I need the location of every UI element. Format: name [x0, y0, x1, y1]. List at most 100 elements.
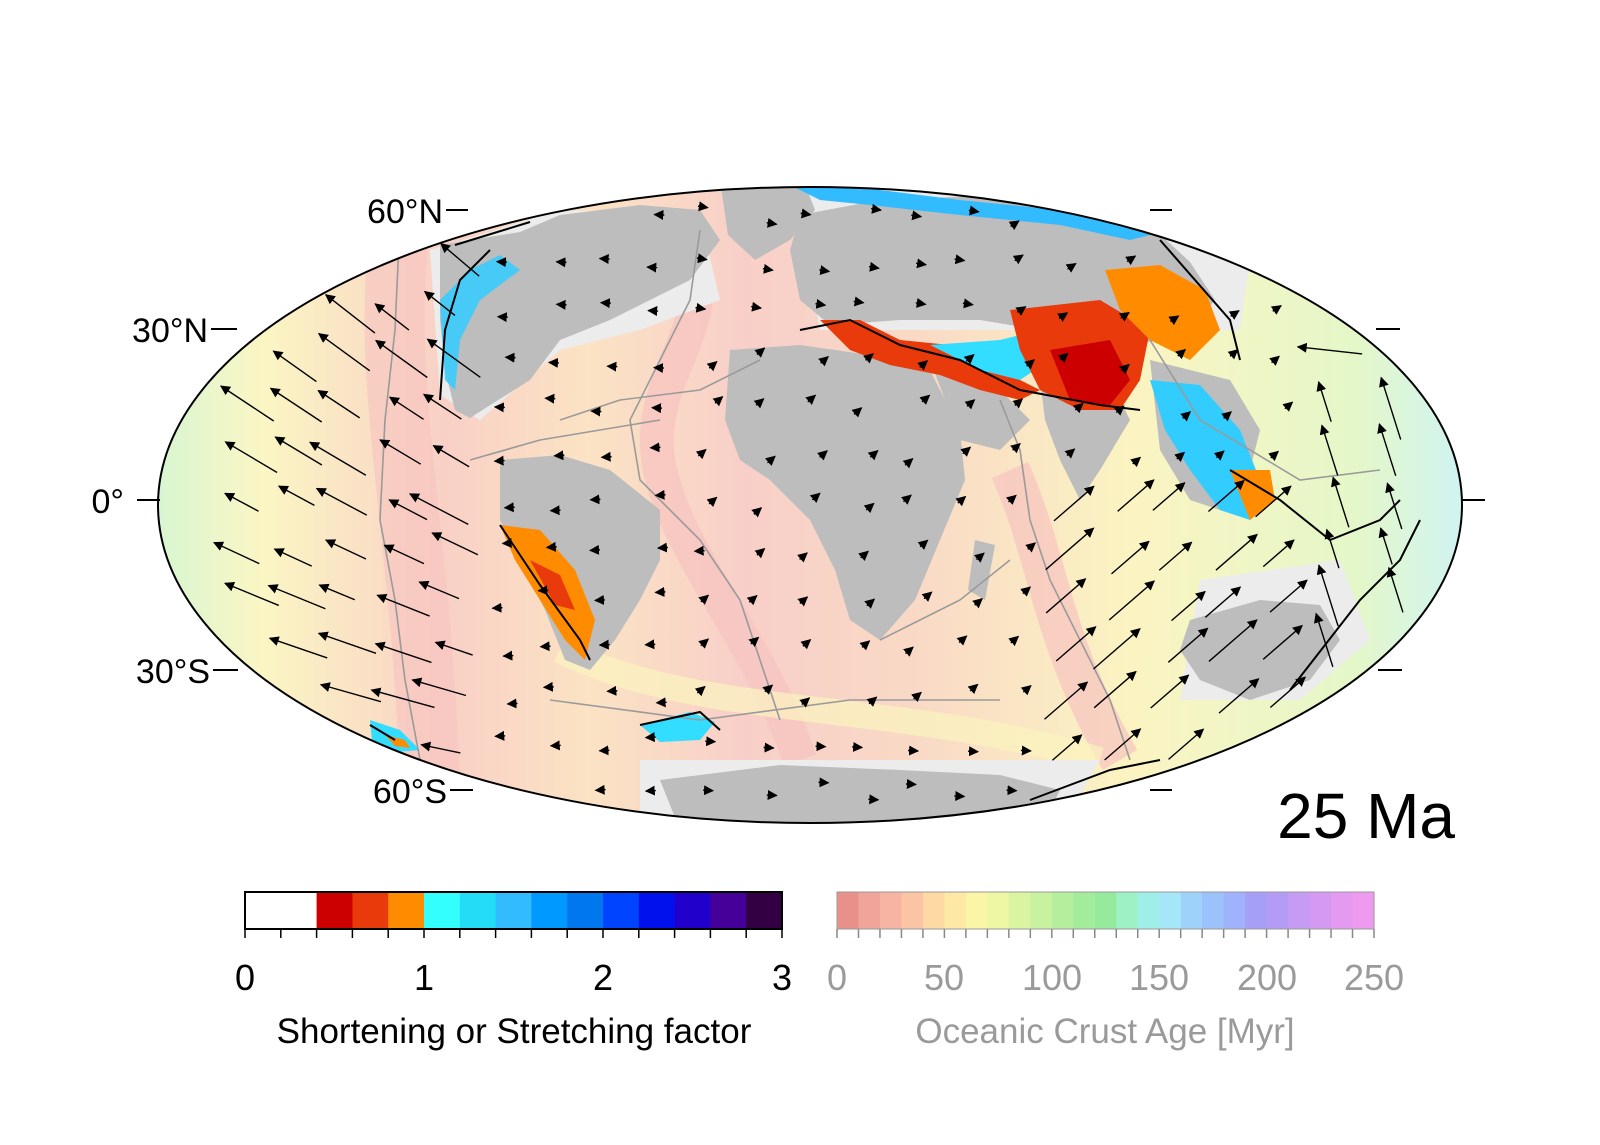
colorbar-cell — [987, 892, 1009, 929]
age-tick-200: 200 — [1237, 957, 1297, 998]
velocity-arrow — [654, 368, 664, 369]
factor-colorbar-title: Shortening or Stretching factor — [277, 1012, 752, 1051]
colorbar-cell — [1310, 892, 1332, 929]
velocity-arrow — [551, 510, 561, 511]
colorbar-cell — [1224, 892, 1246, 929]
velocity-arrow — [648, 311, 658, 312]
velocity-arrow — [492, 608, 502, 609]
map-globe — [158, 172, 1462, 830]
velocity-arrow — [505, 357, 515, 358]
colorbar-cell — [1159, 892, 1181, 929]
colorbar-cell — [901, 892, 923, 929]
velocity-arrow — [545, 398, 555, 399]
velocity-arrow — [549, 362, 559, 363]
velocity-arrow — [551, 745, 561, 746]
factor-tick-0: 0 — [235, 957, 255, 998]
factor-tick-3: 3 — [772, 957, 792, 998]
colorbar-cell — [317, 892, 353, 929]
age-tick-50: 50 — [924, 957, 964, 998]
colorbar-cell — [944, 892, 966, 929]
velocity-arrow — [599, 750, 609, 751]
colorbar-cell — [531, 892, 567, 929]
colorbar-cell — [1181, 892, 1203, 929]
velocity-arrow — [497, 262, 507, 263]
velocity-arrow — [645, 644, 655, 645]
colorbar-cell — [496, 892, 532, 929]
velocity-arrow — [505, 507, 515, 508]
velocity-arrow — [503, 543, 513, 544]
colorbar-cell — [1116, 892, 1138, 929]
velocity-arrow — [600, 258, 610, 259]
lat-label-60s: 60°S — [373, 773, 447, 811]
colorbar-cell — [281, 892, 317, 929]
velocity-arrow — [590, 550, 600, 551]
colorbar-cell — [1331, 892, 1353, 929]
velocity-arrow — [646, 791, 656, 792]
colorbar-cell — [603, 892, 639, 929]
colorbar-cell — [1288, 892, 1310, 929]
velocity-arrow — [547, 547, 557, 548]
factor-tick-1: 1 — [414, 957, 434, 998]
velocity-arrow — [495, 736, 505, 737]
velocity-arrow — [601, 303, 611, 304]
velocity-arrow — [607, 691, 617, 692]
colorbar-cell — [1073, 892, 1095, 929]
colorbar-cell — [858, 892, 880, 929]
age-colorbar-cells — [837, 892, 1375, 929]
age-tick-100: 100 — [1022, 957, 1082, 998]
colorbar-cell — [352, 892, 388, 929]
velocity-arrow — [541, 646, 551, 647]
velocity-arrow — [657, 702, 667, 703]
velocity-arrow — [498, 317, 508, 318]
velocity-arrow — [658, 547, 668, 548]
colorbar-cell — [567, 892, 603, 929]
age-tick-150: 150 — [1129, 957, 1189, 998]
factor-colorbar: 0 1 2 3 Shortening or Stretching factor — [235, 892, 792, 1051]
velocity-arrow — [554, 455, 564, 456]
velocity-arrow — [652, 408, 662, 409]
velocity-arrow — [591, 411, 601, 412]
velocity-arrow — [646, 737, 656, 738]
colorbar-cell — [460, 892, 496, 929]
age-tick-250: 250 — [1344, 957, 1404, 998]
colorbar-cell — [837, 892, 859, 929]
lat-label-equator: 0° — [91, 483, 124, 521]
colorbar-cell — [746, 892, 782, 929]
factor-colorbar-cells — [245, 892, 783, 929]
colorbar-cell — [880, 892, 902, 929]
colorbar-cell — [1138, 892, 1160, 929]
velocity-arrow — [600, 645, 610, 646]
colorbar-cell — [1267, 892, 1289, 929]
age-tick-0: 0 — [827, 957, 847, 998]
colorbar-cell — [1095, 892, 1117, 929]
colorbar-cell — [710, 892, 746, 929]
colorbar-cell — [923, 892, 945, 929]
factor-tick-2: 2 — [593, 957, 613, 998]
colorbar-cell — [1245, 892, 1267, 929]
velocity-arrow — [495, 461, 505, 462]
velocity-arrow — [590, 499, 600, 500]
factor-colorbar-ticks — [245, 929, 782, 938]
colorbar-cell — [1030, 892, 1052, 929]
velocity-arrow — [650, 447, 660, 448]
colorbar-cell — [388, 892, 424, 929]
colorbar-cell — [1052, 892, 1074, 929]
colorbar-cell — [966, 892, 988, 929]
velocity-arrow — [654, 215, 664, 216]
velocity-arrow — [557, 304, 567, 305]
age-colorbar-tick-labels: 0 50 100 150 200 250 — [827, 957, 1404, 998]
velocity-arrow — [495, 407, 505, 408]
velocity-arrow — [655, 592, 665, 593]
velocity-arrow — [544, 687, 554, 688]
colorbar-cell — [675, 892, 711, 929]
velocity-arrow — [538, 590, 548, 591]
age-colorbar-ticks — [837, 929, 1374, 938]
colorbar-cell — [1202, 892, 1224, 929]
age-colorbar: 0 50 100 150 200 250 Oceanic Crust Age [… — [827, 892, 1404, 1051]
age-label: 25 Ma — [1277, 780, 1455, 852]
lat-label-60n: 60°N — [367, 193, 443, 231]
velocity-arrow — [695, 551, 705, 552]
factor-colorbar-tick-labels: 0 1 2 3 — [235, 957, 792, 998]
